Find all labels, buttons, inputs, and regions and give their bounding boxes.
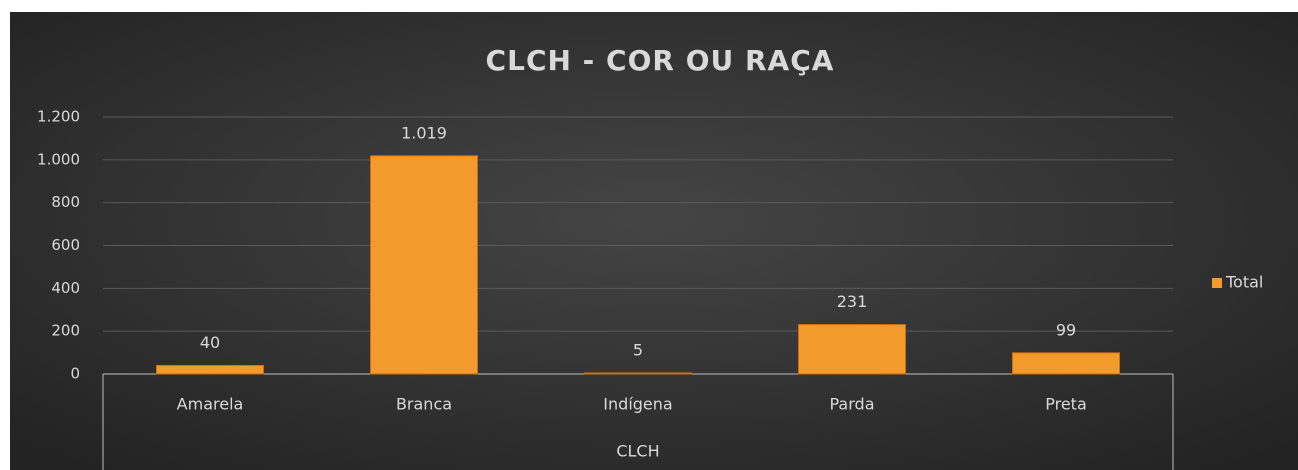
- x-axis-label: CLCH: [616, 442, 659, 461]
- bar: [798, 324, 906, 375]
- x-tick-label: Preta: [1045, 395, 1087, 414]
- bar: [584, 372, 692, 375]
- legend-swatch: [1212, 278, 1222, 288]
- legend-label: Total: [1225, 273, 1263, 292]
- x-tick-label: Indígena: [603, 395, 672, 414]
- data-label: 231: [837, 292, 868, 311]
- data-label: 5: [633, 340, 643, 359]
- y-tick-label: 400: [51, 279, 80, 297]
- chart-title: CLCH - COR OU RAÇA: [486, 44, 835, 77]
- y-tick-label: 200: [51, 322, 80, 340]
- data-label: 40: [200, 333, 220, 352]
- y-tick-label: 600: [51, 236, 80, 254]
- y-tick-label: 0: [70, 365, 80, 383]
- y-tick-label: 1.000: [37, 150, 80, 168]
- y-tick-label: 1.200: [37, 108, 80, 126]
- y-tick-label: 800: [51, 193, 80, 211]
- x-tick-label: Amarela: [177, 395, 244, 414]
- data-label: 1.019: [401, 123, 447, 142]
- data-label: 99: [1056, 320, 1076, 339]
- x-tick-label: Parda: [830, 395, 875, 414]
- chart-background: [10, 12, 1298, 470]
- bar: [156, 364, 264, 375]
- x-tick-label: Branca: [396, 395, 452, 414]
- bar: [1012, 352, 1120, 375]
- bar: [370, 155, 478, 375]
